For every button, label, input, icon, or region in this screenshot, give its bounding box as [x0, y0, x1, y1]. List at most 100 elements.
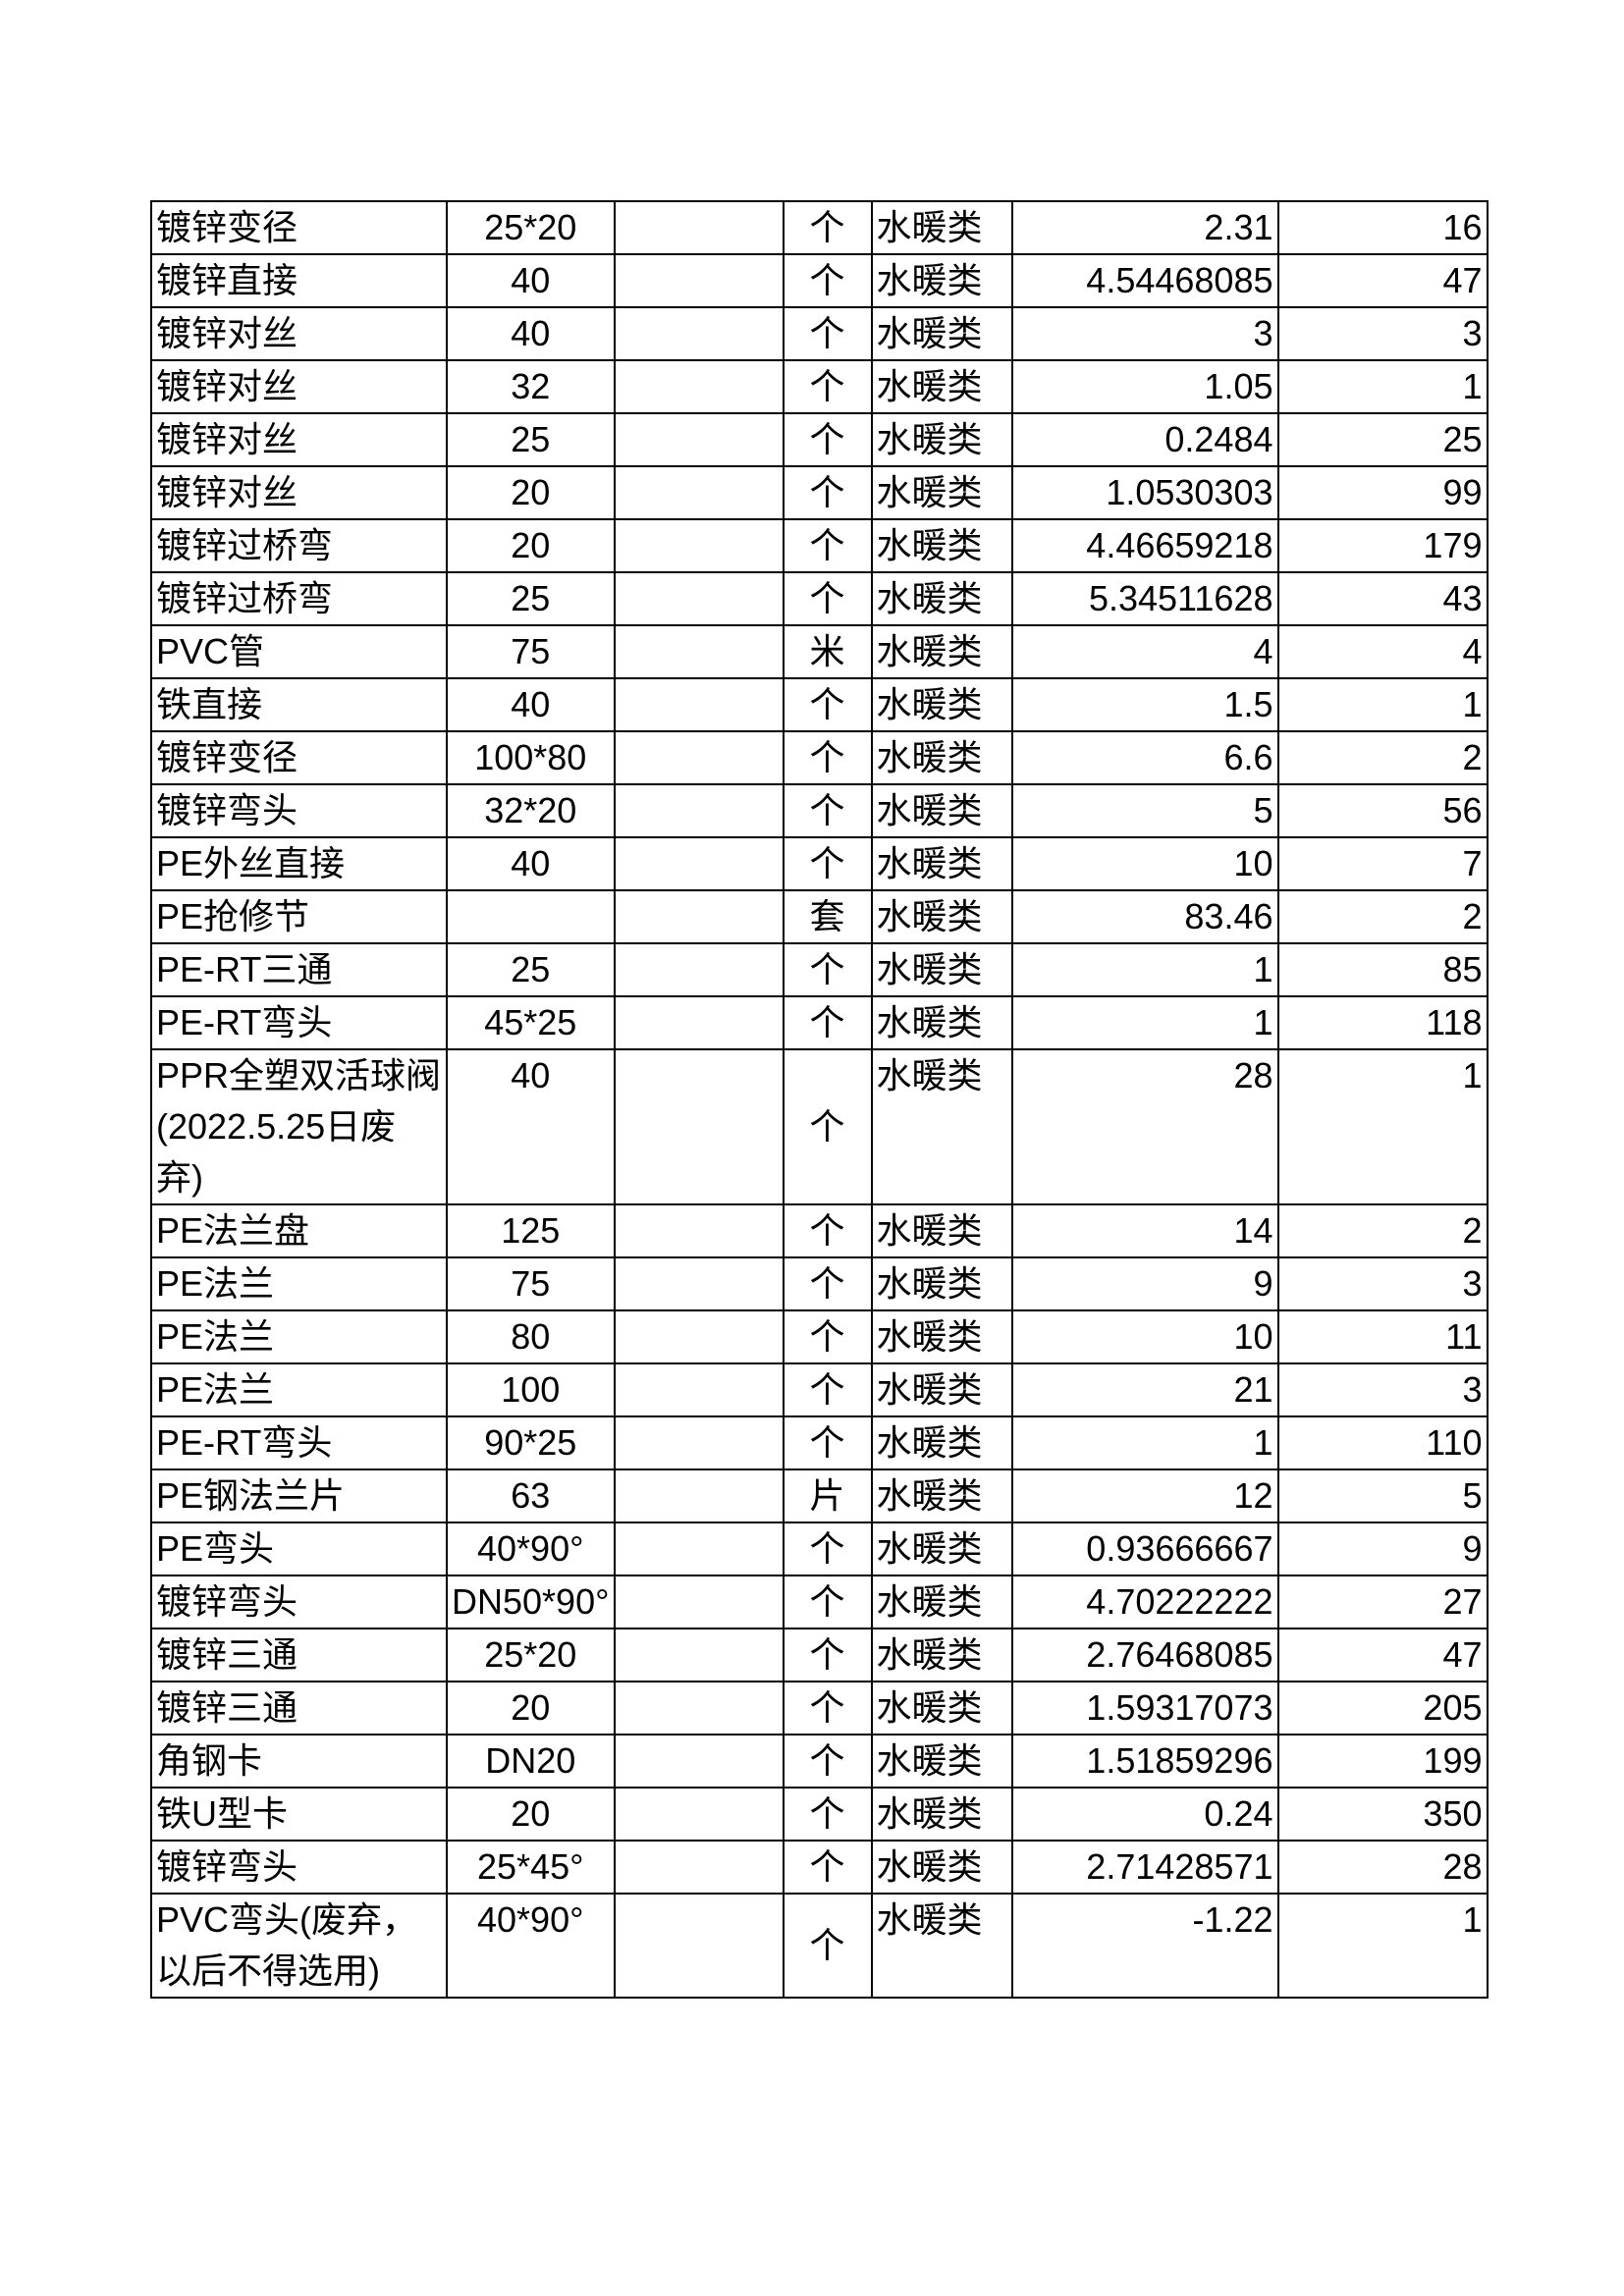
price: 14 [1010, 1203, 1279, 1258]
spec: 100 [446, 1362, 616, 1417]
empty-cell [613, 1468, 785, 1523]
item-name: PE法兰 [150, 1362, 448, 1417]
unit: 个 [782, 836, 873, 891]
table-row: PE法兰 80 个水暖类 10 11 [150, 1309, 1489, 1364]
quantity: 99 [1276, 465, 1489, 520]
spec: 45*25 [446, 995, 616, 1050]
table-row: PE-RT三通 25 个水暖类 1 85 [150, 942, 1489, 997]
table-row: 镀锌过桥弯 20 个水暖类 4.46659218 179 [150, 518, 1489, 573]
table-row: PE钢法兰片 63 片水暖类 12 5 [150, 1468, 1489, 1523]
table-row: 镀锌过桥弯 25 个水暖类 5.34511628 43 [150, 571, 1489, 626]
unit: 个 [782, 677, 873, 732]
spec: 25*20 [446, 1628, 616, 1682]
item-name: PE-RT三通 [150, 942, 448, 997]
price: 10 [1010, 1309, 1279, 1364]
spec: 40 [446, 306, 616, 361]
unit: 个 [782, 253, 873, 308]
item-name: 镀锌弯头 [150, 1575, 448, 1629]
table-row: PPR全塑双活球阀(2022.5.25日废弃) 40 个水暖类 28 1 [150, 1048, 1489, 1205]
price: 9 [1010, 1256, 1279, 1311]
price: 28 [1010, 1048, 1279, 1205]
quantity: 3 [1276, 1362, 1489, 1417]
category: 水暖类 [870, 1787, 1013, 1842]
category: 水暖类 [870, 200, 1013, 255]
quantity: 205 [1276, 1681, 1489, 1735]
unit: 套 [782, 889, 873, 944]
category: 水暖类 [870, 1893, 1013, 1999]
unit: 个 [782, 1522, 873, 1576]
spec: 90*25 [446, 1415, 616, 1470]
quantity: 25 [1276, 412, 1489, 467]
unit: 个 [782, 1628, 873, 1682]
table-row: PE抢修节 套水暖类 83.46 2 [150, 889, 1489, 944]
spec: 75 [446, 1256, 616, 1311]
category: 水暖类 [870, 412, 1013, 467]
item-name: PE弯头 [150, 1522, 448, 1576]
empty-cell [613, 783, 785, 838]
quantity: 43 [1276, 571, 1489, 626]
spec: 40 [446, 253, 616, 308]
unit: 个 [782, 730, 873, 785]
category: 水暖类 [870, 306, 1013, 361]
empty-cell [613, 306, 785, 361]
table-row: 镀锌弯头 DN50*90° 个水暖类 4.70222222 27 [150, 1575, 1489, 1629]
quantity: 5 [1276, 1468, 1489, 1523]
empty-cell [613, 1628, 785, 1682]
item-name: 角钢卡 [150, 1734, 448, 1789]
quantity: 11 [1276, 1309, 1489, 1364]
table-row: PVC弯头(废弃，以后不得选用) 40*90° 个水暖类 -1.22 1 [150, 1893, 1489, 1999]
price: 1.59317073 [1010, 1681, 1279, 1735]
spec: 20 [446, 1787, 616, 1842]
price: 2.31 [1010, 200, 1279, 255]
item-name: 镀锌过桥弯 [150, 518, 448, 573]
category: 水暖类 [870, 995, 1013, 1050]
unit: 个 [782, 1787, 873, 1842]
quantity: 118 [1276, 995, 1489, 1050]
item-name: 镀锌变径 [150, 200, 448, 255]
table-row: PE法兰 100 个水暖类 21 3 [150, 1362, 1489, 1417]
item-name: 镀锌变径 [150, 730, 448, 785]
price: 1 [1010, 942, 1279, 997]
spec [446, 889, 616, 944]
unit: 个 [782, 518, 873, 573]
item-name: PE-RT弯头 [150, 995, 448, 1050]
item-name: PE抢修节 [150, 889, 448, 944]
empty-cell [613, 1362, 785, 1417]
unit: 个 [782, 1048, 873, 1205]
item-name: 镀锌弯头 [150, 1840, 448, 1895]
quantity: 4 [1276, 624, 1489, 679]
spec: 25 [446, 412, 616, 467]
empty-cell [613, 1575, 785, 1629]
empty-cell [613, 1048, 785, 1205]
empty-cell [613, 995, 785, 1050]
price: 0.93666667 [1010, 1522, 1279, 1576]
category: 水暖类 [870, 359, 1013, 414]
category: 水暖类 [870, 253, 1013, 308]
empty-cell [613, 253, 785, 308]
unit: 个 [782, 1256, 873, 1311]
quantity: 110 [1276, 1415, 1489, 1470]
unit: 个 [782, 412, 873, 467]
price: 2.71428571 [1010, 1840, 1279, 1895]
quantity: 1 [1276, 677, 1489, 732]
spec: 100*80 [446, 730, 616, 785]
empty-cell [613, 942, 785, 997]
quantity: 199 [1276, 1734, 1489, 1789]
item-name: 铁直接 [150, 677, 448, 732]
unit: 个 [782, 1840, 873, 1895]
unit: 个 [782, 359, 873, 414]
category: 水暖类 [870, 942, 1013, 997]
table-row: PVC管 75 米水暖类 4 4 [150, 624, 1489, 679]
empty-cell [613, 1840, 785, 1895]
category: 水暖类 [870, 1840, 1013, 1895]
quantity: 1 [1276, 359, 1489, 414]
item-name: PE-RT弯头 [150, 1415, 448, 1470]
table-row: 镀锌弯头 32*20 个水暖类 5 56 [150, 783, 1489, 838]
spec: 32*20 [446, 783, 616, 838]
unit: 个 [782, 1681, 873, 1735]
spec: 40 [446, 836, 616, 891]
item-name: 镀锌对丝 [150, 306, 448, 361]
unit: 个 [782, 306, 873, 361]
quantity: 3 [1276, 306, 1489, 361]
